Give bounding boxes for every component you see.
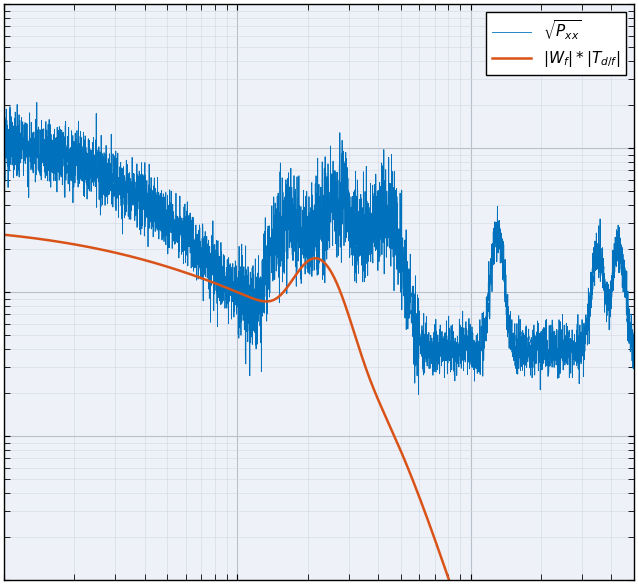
- $\sqrt{P_{xx}}$: [410, 361, 418, 368]
- $|W_f| * |T_{d/f}|$: [241, 292, 249, 299]
- Line: $\sqrt{P_{xx}}$: $\sqrt{P_{xx}}$: [4, 102, 634, 394]
- $\sqrt{P_{xx}}$: [115, 174, 122, 181]
- $|W_f| * |T_{d/f}|$: [1, 231, 8, 238]
- Line: $|W_f| * |T_{d/f}|$: $|W_f| * |T_{d/f}|$: [4, 235, 634, 584]
- $\sqrt{P_{xx}}$: [630, 360, 637, 367]
- $\sqrt{P_{xx}}$: [1, 157, 8, 164]
- $\sqrt{P_{xx}}$: [470, 350, 478, 357]
- $|W_f| * |T_{d/f}|$: [378, 405, 385, 412]
- $\sqrt{P_{xx}}$: [33, 99, 41, 106]
- $\sqrt{P_{xx}}$: [415, 391, 422, 398]
- $\sqrt{P_{xx}}$: [378, 251, 386, 258]
- Legend: $\sqrt{P_{xx}}$, $|W_f| * |T_{d/f}|$: $\sqrt{P_{xx}}$, $|W_f| * |T_{d/f}|$: [486, 12, 626, 75]
- $\sqrt{P_{xx}}$: [518, 354, 526, 361]
- $|W_f| * |T_{d/f}|$: [115, 250, 122, 257]
- $|W_f| * |T_{d/f}|$: [410, 479, 417, 486]
- $\sqrt{P_{xx}}$: [241, 307, 249, 314]
